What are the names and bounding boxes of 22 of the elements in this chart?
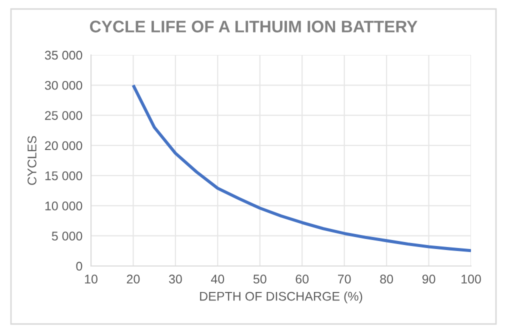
y-tick-label: 30 000 [44, 80, 82, 90]
x-tick-label: 10 [85, 274, 98, 284]
y-tick-label: 15 000 [45, 171, 82, 180]
x-tick-label: 100 [462, 274, 481, 284]
x-tick-label: 30 [168, 274, 182, 284]
y-tick-label: 25 000 [45, 111, 82, 120]
y-tick-label: 5 000 [52, 232, 82, 241]
x-tick-label: 70 [338, 274, 351, 284]
y-tick-label: 35 000 [44, 50, 82, 60]
y-tick-label: 10 000 [45, 202, 82, 210]
x-axis-title: DEPTH OF DISCHARGE (%) [200, 292, 362, 304]
x-tick-label: 80 [380, 274, 394, 284]
chart-title: CYCLE LIFE OF A LITHUIM ION BATTERY [90, 20, 418, 32]
x-tick-label: 90 [422, 274, 436, 284]
y-tick-label: 0 [76, 262, 82, 271]
x-tick-label: 20 [126, 274, 140, 284]
x-tick-label: 60 [296, 274, 309, 284]
y-axis-title: CYCLES [28, 136, 36, 185]
y-tick-label: 20 000 [45, 141, 82, 150]
x-tick-label: 40 [211, 274, 224, 284]
x-tick-label: 50 [253, 274, 266, 284]
line-series [132, 84, 471, 252]
